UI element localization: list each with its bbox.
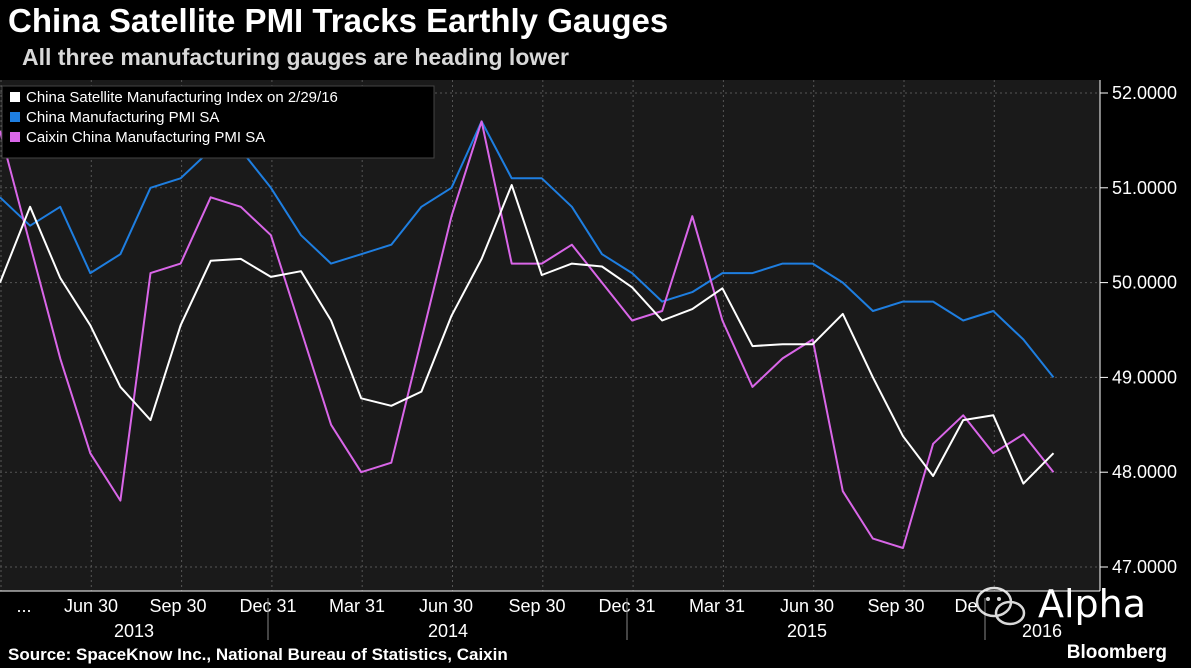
legend-label: China Satellite Manufacturing Index on 2… (26, 89, 338, 106)
x-year-label: 2013 (114, 621, 154, 641)
bloomberg-logo: Bloomberg (1066, 642, 1167, 663)
axes: 52.0000 51.0000 50.0000 49.0000 48.0000 47.00… (0, 80, 1177, 641)
x-tick-label: De (954, 596, 977, 616)
y-tick-label: 49.0000 (1112, 367, 1177, 387)
x-year-label: 2014 (428, 621, 468, 641)
legend: China Satellite Manufacturing Index on 2… (1, 85, 435, 159)
plot-area (0, 80, 1100, 591)
legend-swatch (10, 132, 20, 142)
x-tick-label: Mar 31 (689, 596, 745, 616)
series-lines (0, 120, 1055, 549)
grid-lines (0, 80, 1100, 591)
x-tick-label: Jun 30 (419, 596, 473, 616)
chart-subtitle: All three manufacturing gauges are headi… (22, 44, 570, 70)
x-tick-label: Sep 30 (508, 596, 565, 616)
y-tick-label: 50.0000 (1112, 273, 1177, 293)
x-tick-label: Jun 30 (780, 596, 834, 616)
series-line (0, 120, 1055, 379)
source-note: Source: SpaceKnow Inc., National Bureau … (8, 645, 508, 664)
x-tick-label: Sep 30 (867, 596, 924, 616)
series-line (0, 184, 1055, 485)
x-tick-label: ... (16, 596, 31, 616)
x-tick-label: Sep 30 (149, 596, 206, 616)
legend-label: China Manufacturing PMI SA (26, 109, 219, 126)
y-tick-label: 48.0000 (1112, 462, 1177, 482)
watermark-text: Alpha (1038, 582, 1147, 626)
legend-label: Caixin China Manufacturing PMI SA (26, 129, 265, 146)
x-year-label: 2015 (787, 621, 827, 641)
x-year-label: 2016 (1022, 621, 1062, 641)
y-tick-label: 47.0000 (1112, 557, 1177, 577)
legend-swatch (10, 112, 20, 122)
x-tick-label: Jun 30 (64, 596, 118, 616)
legend-box (1, 85, 435, 159)
wechat-icon (975, 586, 1026, 626)
y-tick-label: 51.0000 (1112, 178, 1177, 198)
y-tick-label: 52.0000 (1112, 83, 1177, 103)
legend-swatch (10, 92, 20, 102)
x-tick-label: Mar 31 (329, 596, 385, 616)
chart-title: China Satellite PMI Tracks Earthly Gauge… (8, 2, 669, 39)
series-line (0, 120, 1055, 549)
